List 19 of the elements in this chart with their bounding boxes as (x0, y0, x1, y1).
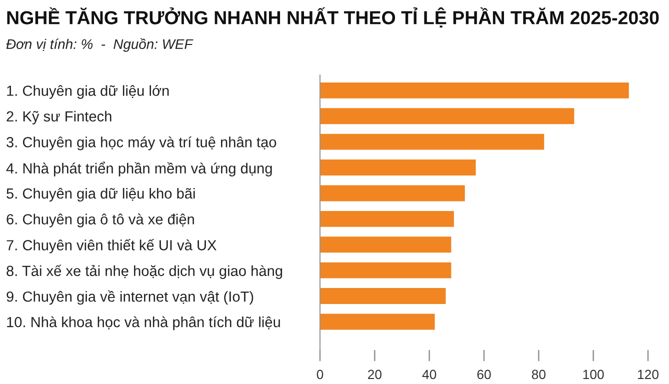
x-tick-label: 20 (368, 370, 382, 380)
x-tick-label: 100 (583, 370, 604, 380)
y-tick-label: 2. Kỹ sư Fintech (6, 110, 112, 124)
y-tick-label: 4. Nhà phát triển phần mềm và ứng dụng (6, 162, 272, 176)
x-tick-label: 80 (532, 370, 546, 380)
y-tick-label: 7. Chuyên viên thiết kế UI và UX (6, 239, 216, 254)
y-tick-label: 8. Tài xế xe tải nhẹ hoặc dịch vụ giao hàng (6, 264, 282, 279)
y-tick-label: 1. Chuyên gia dữ liệu lớn (7, 85, 169, 99)
text: Đơn vị tính: % - Nguồn: WEF (6, 38, 194, 52)
x-tick-label: 0 (316, 370, 324, 380)
x-tick-label: 40 (422, 370, 436, 380)
y-tick-label: 5. Chuyên gia dữ liệu kho bãi (6, 188, 195, 202)
y-tick-label: 6. Chuyên gia ô tô và xe điện (6, 214, 194, 228)
x-tick-label: 60 (477, 370, 491, 380)
chart-title: NGHỀ TĂNG TRƯỞNG NHANH NHẤT THEO TỈ LỆ PHẦN TRĂM 2025-2030 (7, 7, 659, 28)
y-tick-label: 9. Chuyên gia về internet vạn vật (IoT) (6, 290, 254, 305)
y-tick-label: 10. Nhà khoa học và nhà phân tích dữ liệu (7, 316, 280, 330)
y-tick-label: 3. Chuyên gia học máy và trí tuệ nhân tạo (6, 136, 276, 150)
x-tick-label: 120 (638, 370, 658, 380)
